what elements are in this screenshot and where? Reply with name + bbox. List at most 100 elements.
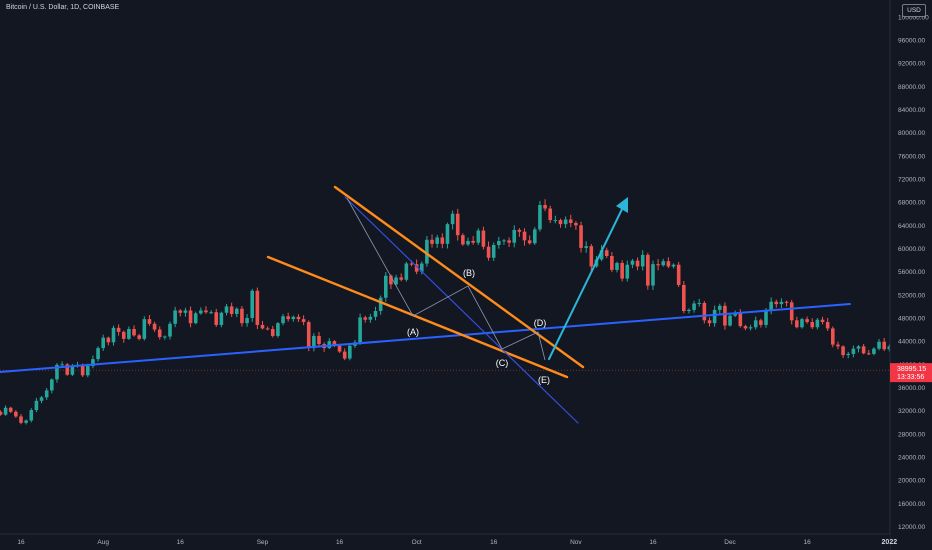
candle-body — [445, 224, 450, 244]
candle-body — [610, 256, 614, 270]
candle-body — [676, 264, 681, 285]
time-tick-label: Aug — [97, 539, 109, 546]
candle-body — [872, 348, 876, 354]
candle-body — [548, 208, 553, 221]
candle-body — [589, 246, 594, 267]
candle-body — [789, 302, 794, 321]
candle-body — [404, 263, 409, 280]
last-price-tag — [890, 363, 932, 383]
candle-body — [533, 229, 537, 244]
candle-body — [846, 353, 851, 356]
candle-body — [558, 220, 563, 225]
time-axis[interactable]: 16Aug16Sep16Oct16Nov16Dec16202217FebMar1… — [0, 533, 932, 550]
candle-body — [450, 213, 455, 225]
candle-body — [91, 359, 95, 367]
wave-label: (D) — [534, 318, 547, 328]
price-tick-label: 88000.00 — [898, 84, 925, 91]
candle-body — [687, 309, 691, 312]
candle-body — [717, 305, 722, 310]
candle-body — [497, 240, 501, 246]
candle-body — [8, 407, 13, 412]
candle-body — [204, 310, 208, 313]
price-tick-label: 48000.00 — [898, 315, 925, 322]
candle-body — [101, 337, 106, 349]
price-tick-label: 92000.00 — [898, 61, 925, 68]
price-tick-label: 20000.00 — [898, 478, 925, 485]
price-axis[interactable]: 100000.00 96000.00 92000.00 88000.00 84000.0… — [889, 0, 932, 550]
candle-body — [199, 310, 203, 314]
candle-body — [866, 353, 871, 355]
candle-body — [342, 351, 347, 359]
candle-body — [805, 319, 809, 323]
candle-body — [476, 230, 481, 243]
currency-button[interactable]: USD — [902, 4, 926, 17]
candle-body — [317, 335, 321, 345]
price-tick-label: 80000.00 — [898, 130, 925, 137]
candle-body — [193, 313, 198, 324]
candle-body — [332, 341, 337, 346]
candle-body — [723, 305, 727, 326]
price-tick-label: 76000.00 — [898, 153, 925, 160]
candles — [0, 199, 932, 425]
candle-body — [646, 254, 650, 286]
candle-body — [312, 335, 316, 349]
candle-body — [286, 316, 290, 320]
candle-body — [276, 323, 280, 336]
candle-body — [851, 348, 856, 354]
price-tick-label: 100000.00 — [898, 14, 929, 21]
candle-body — [281, 316, 285, 324]
candle-body — [738, 312, 743, 327]
price-tick-label: 72000.00 — [898, 176, 925, 183]
candle-body — [620, 262, 624, 279]
time-tick-label: 2022 — [882, 539, 898, 546]
candle-body — [44, 390, 49, 398]
candle-body — [625, 264, 630, 279]
candle-body — [825, 322, 830, 329]
candle-body — [425, 239, 429, 264]
candle-body — [707, 320, 712, 324]
candle-body — [291, 316, 296, 320]
candle-body — [815, 319, 820, 328]
projection-arrowhead — [616, 197, 628, 213]
price-tick-label: 44000.00 — [898, 339, 925, 346]
candle-body — [34, 400, 39, 411]
candle-body — [127, 328, 131, 339]
candle-body — [810, 322, 815, 328]
candle-body — [163, 336, 167, 338]
candle-body — [697, 302, 702, 304]
candle-body — [183, 310, 188, 313]
candle-body — [615, 262, 619, 270]
candle-body — [65, 364, 70, 375]
candle-body — [527, 240, 532, 244]
candle-body — [301, 319, 306, 323]
candle-body — [24, 420, 28, 423]
candle-body — [348, 345, 352, 359]
candle-body — [414, 264, 419, 272]
time-tick-label: 16 — [177, 539, 185, 546]
long-support-trendline — [0, 303, 851, 373]
candle-body — [517, 229, 522, 232]
time-tick-label: 16 — [649, 539, 657, 546]
time-tick-label: 16 — [17, 539, 25, 546]
candle-body — [389, 275, 393, 285]
candle-body — [661, 261, 666, 266]
candle-body — [579, 225, 583, 248]
candle-body — [80, 364, 85, 376]
candle-body — [800, 319, 804, 328]
candle-body — [96, 348, 100, 360]
price-tick-label: 56000.00 — [898, 269, 925, 276]
candle-body — [394, 277, 398, 285]
candle-body — [111, 327, 116, 343]
candle-body — [486, 246, 491, 258]
candle-body — [255, 290, 260, 325]
price-tick-label: 12000.00 — [898, 524, 925, 531]
wave-label: (C) — [496, 358, 509, 368]
price-tick-label: 84000.00 — [898, 107, 925, 114]
trend-drawings — [0, 185, 851, 424]
candle-body — [378, 297, 383, 312]
candle-body — [538, 205, 542, 230]
price-tick-label: 36000.00 — [898, 385, 925, 392]
candle-body — [574, 222, 578, 226]
price-tick-label: 32000.00 — [898, 408, 925, 415]
